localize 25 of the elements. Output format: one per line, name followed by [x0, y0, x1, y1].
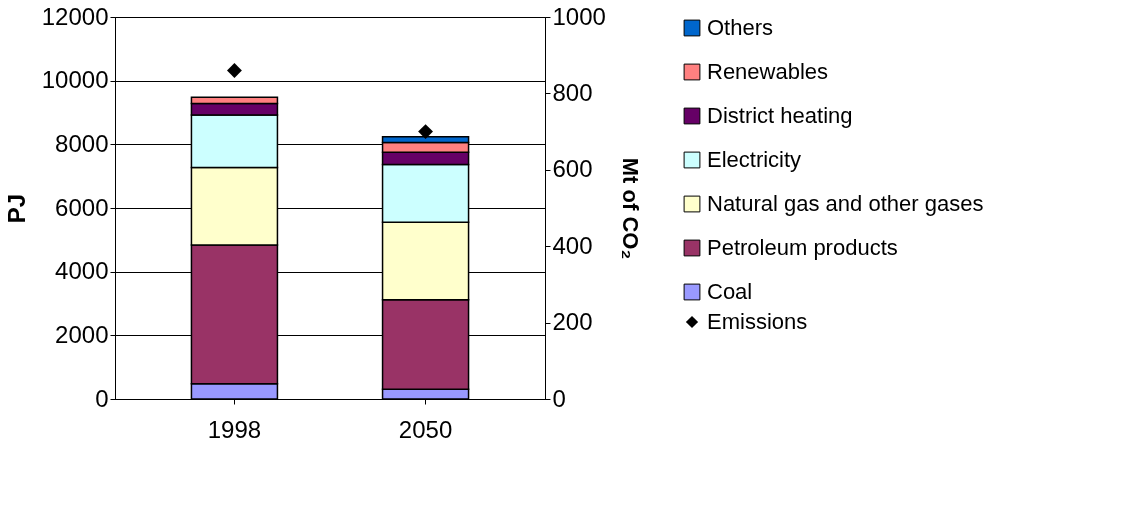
x-tick-label: 1998 — [207, 415, 262, 443]
legend-label: Coal — [707, 279, 753, 304]
y-tick-label: 4000 — [55, 257, 109, 285]
legend-label: District heating — [707, 103, 853, 128]
legend-label: Renewables — [707, 59, 829, 84]
legend-label: Emissions — [707, 309, 808, 334]
y2-tick-label: 400 — [552, 231, 593, 259]
y2-tick-label: 200 — [552, 308, 593, 336]
y-tick-label: 2000 — [55, 320, 109, 348]
legend-label: Petroleum products — [707, 235, 898, 260]
y2-tick-label: 800 — [552, 78, 593, 106]
y2-axis-title: Mt of CO₂ — [617, 157, 643, 260]
legend-label: Electricity — [707, 147, 802, 172]
legend-label: Natural gas and other gases — [707, 191, 984, 216]
x-tick-label: 2050 — [398, 415, 453, 443]
y2-tick-label: 1000 — [552, 2, 606, 30]
y2-tick-label: 600 — [552, 155, 593, 183]
y-tick-label: 0 — [95, 384, 109, 412]
y-tick-label: 10000 — [41, 66, 109, 94]
legend-label: Others — [707, 15, 774, 40]
y-tick-label: 12000 — [41, 2, 109, 30]
y-tick-label: 6000 — [55, 193, 109, 221]
y-axis-title: PJ — [2, 193, 30, 224]
y-tick-label: 8000 — [55, 129, 109, 157]
y2-tick-label: 0 — [552, 384, 566, 412]
